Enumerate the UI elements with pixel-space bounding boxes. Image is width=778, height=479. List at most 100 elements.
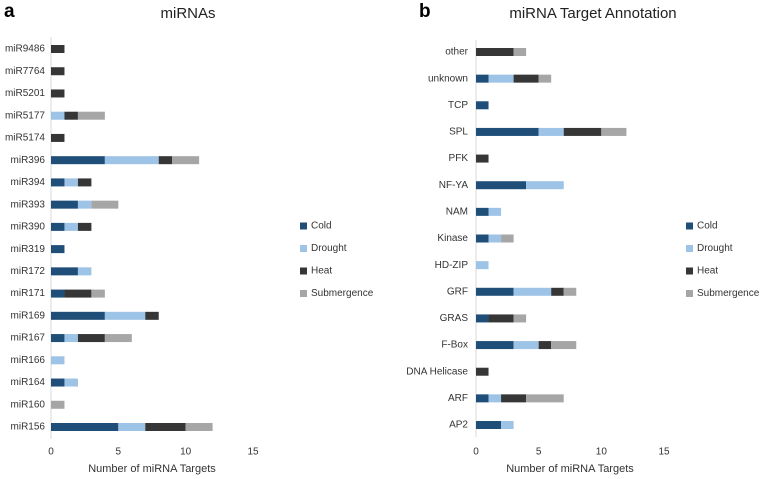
bar-segment bbox=[51, 200, 78, 209]
bar-segment bbox=[91, 289, 105, 298]
bar-segment bbox=[488, 207, 502, 216]
y-tick-label: NAM bbox=[446, 206, 468, 217]
y-tick-label: miR396 bbox=[11, 155, 46, 166]
bar-segment bbox=[145, 423, 186, 431]
legend-swatch bbox=[300, 290, 307, 297]
y-tick-label: miR160 bbox=[11, 399, 46, 410]
y-tick-label: miR156 bbox=[11, 422, 46, 433]
panel-label: a bbox=[4, 1, 15, 22]
y-tick-label: miR5201 bbox=[5, 88, 45, 99]
bar-segment bbox=[476, 287, 514, 296]
legend-swatch bbox=[686, 267, 693, 275]
y-tick-label: PFK bbox=[449, 153, 469, 164]
legend-label: Cold bbox=[311, 221, 332, 232]
bar-segment bbox=[51, 400, 65, 409]
bar-segment bbox=[64, 378, 78, 387]
bar-segment bbox=[64, 222, 78, 231]
bar-segment bbox=[476, 367, 489, 376]
legend-swatch bbox=[300, 267, 307, 275]
legend-swatch bbox=[300, 222, 307, 230]
bar-segment bbox=[513, 314, 527, 323]
y-tick-label: DNA Helicase bbox=[406, 366, 468, 377]
bar-segment bbox=[64, 111, 78, 120]
legend-label: Submergence bbox=[697, 288, 760, 299]
bar-segment bbox=[145, 311, 159, 320]
bar-segment bbox=[501, 234, 514, 243]
bar-segment bbox=[64, 334, 78, 343]
bar-segment bbox=[526, 394, 564, 403]
bar-segment bbox=[513, 341, 539, 350]
bar-segment bbox=[77, 200, 92, 209]
bar-segment bbox=[476, 181, 527, 190]
bar-segment bbox=[172, 156, 200, 165]
legend-label: Cold bbox=[697, 221, 718, 232]
bar-segment bbox=[476, 101, 489, 110]
legend-swatch bbox=[686, 245, 693, 252]
bar-segment bbox=[77, 111, 105, 120]
legend-swatch bbox=[686, 222, 693, 230]
bar-segment bbox=[551, 287, 564, 296]
bar-segment bbox=[51, 356, 65, 365]
bar-segment bbox=[51, 378, 65, 387]
x-tick-label: 10 bbox=[180, 447, 192, 458]
bar-segment bbox=[538, 127, 564, 136]
bar-segment bbox=[51, 245, 65, 254]
y-tick-label: miR393 bbox=[11, 199, 46, 210]
y-tick-label: Kinase bbox=[437, 233, 468, 244]
x-tick-label: 0 bbox=[48, 447, 54, 458]
chart-title: miRNAs bbox=[161, 5, 216, 22]
y-tick-label: miR9486 bbox=[5, 44, 45, 55]
bar-segment bbox=[513, 287, 552, 296]
y-tick-label: miR171 bbox=[11, 288, 46, 299]
bar-segment bbox=[64, 289, 92, 298]
bar-segment bbox=[476, 207, 489, 216]
x-tick-label: 15 bbox=[658, 447, 670, 458]
bar-segment bbox=[476, 261, 489, 270]
y-tick-label: miR390 bbox=[11, 222, 46, 233]
bar-segment bbox=[51, 156, 105, 165]
legend-label: Drought bbox=[311, 243, 347, 254]
bar-segment bbox=[476, 394, 489, 403]
bar-segment bbox=[476, 127, 539, 136]
y-tick-label: miR394 bbox=[11, 177, 46, 188]
x-axis-title: Number of miRNA Targets bbox=[506, 463, 634, 475]
legend-label: Drought bbox=[697, 243, 733, 254]
y-tick-label: other bbox=[445, 47, 468, 58]
x-tick-label: 5 bbox=[116, 447, 122, 458]
bar-segment bbox=[51, 267, 78, 276]
bar-segment bbox=[158, 156, 173, 165]
bar-segment bbox=[51, 222, 65, 231]
bar-segment bbox=[488, 234, 502, 243]
x-tick-label: 5 bbox=[536, 447, 542, 458]
bar-segment bbox=[526, 181, 564, 190]
legend-swatch bbox=[686, 290, 693, 297]
y-tick-label: GRAS bbox=[440, 313, 469, 324]
bar-segment bbox=[51, 133, 65, 142]
y-tick-label: miR172 bbox=[11, 266, 46, 277]
y-tick-label: HD-ZIP bbox=[435, 260, 469, 271]
bar-segment bbox=[51, 89, 65, 98]
y-tick-label: miR7764 bbox=[5, 66, 45, 77]
y-tick-label: F-Box bbox=[441, 340, 468, 351]
y-tick-label: miR169 bbox=[11, 310, 46, 321]
bar-segment bbox=[538, 74, 552, 83]
panel-label: b bbox=[419, 1, 431, 22]
legend-label: Submergence bbox=[311, 288, 374, 299]
y-tick-label: SPL bbox=[449, 127, 468, 138]
bar-segment bbox=[476, 341, 514, 350]
y-tick-label: TCP bbox=[448, 100, 468, 111]
bar-segment bbox=[551, 341, 577, 350]
bar-segment bbox=[501, 394, 527, 403]
bar-segment bbox=[64, 178, 78, 187]
y-tick-label: AP2 bbox=[449, 420, 468, 431]
bar-segment bbox=[51, 178, 65, 187]
bar-segment bbox=[77, 334, 105, 343]
x-axis-title: Number of miRNA Targets bbox=[88, 463, 216, 475]
bar-segment bbox=[51, 67, 65, 76]
bar-segment bbox=[51, 289, 65, 298]
bar-segment bbox=[488, 74, 514, 83]
y-tick-label: unknown bbox=[428, 73, 468, 84]
bar-segment bbox=[77, 267, 92, 276]
y-tick-label: GRF bbox=[447, 286, 468, 297]
